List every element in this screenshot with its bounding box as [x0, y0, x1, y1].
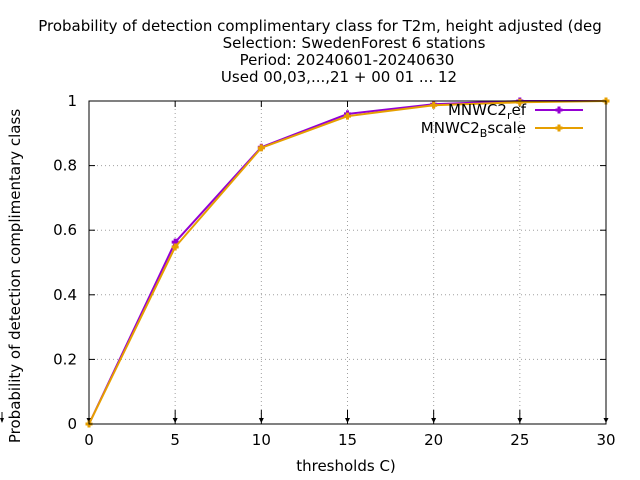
- y-tick-label: 0.6: [53, 221, 77, 239]
- plot-frame: [88, 100, 607, 425]
- x-axis-marker-head: [517, 418, 523, 423]
- legend-entry-2: MNWC2Bscale: [421, 119, 583, 140]
- legend-entry-1: MNWC2ref: [448, 101, 583, 122]
- x-tick-label: 0: [84, 431, 94, 449]
- data-point: [257, 144, 265, 152]
- x-axis-marker-head: [345, 418, 350, 423]
- legend-swatch-marker: [555, 106, 563, 114]
- data-point: [430, 101, 438, 109]
- x-tick-label: 30: [596, 431, 615, 449]
- chart-title: Probability of detection complimentary c…: [38, 17, 602, 86]
- x-tick-label: 20: [424, 431, 443, 449]
- title-line-2: Selection: SwedenForest 6 stations: [223, 34, 486, 52]
- title-line-4: Used 00,03,...,21 + 00 01 ... 12: [221, 68, 457, 86]
- x-tick-label: 25: [510, 431, 529, 449]
- y-tick-label: 0.2: [53, 350, 77, 368]
- tick-labels: 0 5 10 15 20 25 30 0 0.2 0.4 0.6 0.8 1: [53, 92, 615, 449]
- x-tick-label: 15: [338, 431, 357, 449]
- data-point: [171, 243, 179, 251]
- y-tick-label: 0: [67, 415, 77, 433]
- legend-label: MNWC2Bscale: [421, 119, 526, 140]
- x-tick-label: 5: [170, 431, 180, 449]
- data-point: [516, 98, 524, 106]
- legend-label: MNWC2ref: [448, 101, 527, 122]
- x-tick-label: 10: [252, 431, 271, 449]
- x-axis-marker-head: [431, 418, 437, 423]
- legend-swatch-marker: [555, 124, 563, 132]
- y-axis-label: Probability of detection complimentary c…: [6, 109, 24, 443]
- data-point: [344, 112, 351, 120]
- x-axis-label: thresholds C): [296, 457, 396, 475]
- x-axis-marker-head: [172, 418, 178, 423]
- x-axis-marker-head: [258, 418, 264, 423]
- y-tick-label: 0.8: [53, 157, 77, 175]
- title-line-3: Period: 20240601-20240630: [240, 51, 455, 69]
- axis-ticks: [0, 100, 609, 425]
- y-axis-marker-head: [0, 418, 4, 423]
- title-line-1: Probability of detection complimentary c…: [38, 17, 602, 35]
- y-tick-label: 0.4: [53, 286, 77, 304]
- y-tick-label: 1: [67, 92, 77, 110]
